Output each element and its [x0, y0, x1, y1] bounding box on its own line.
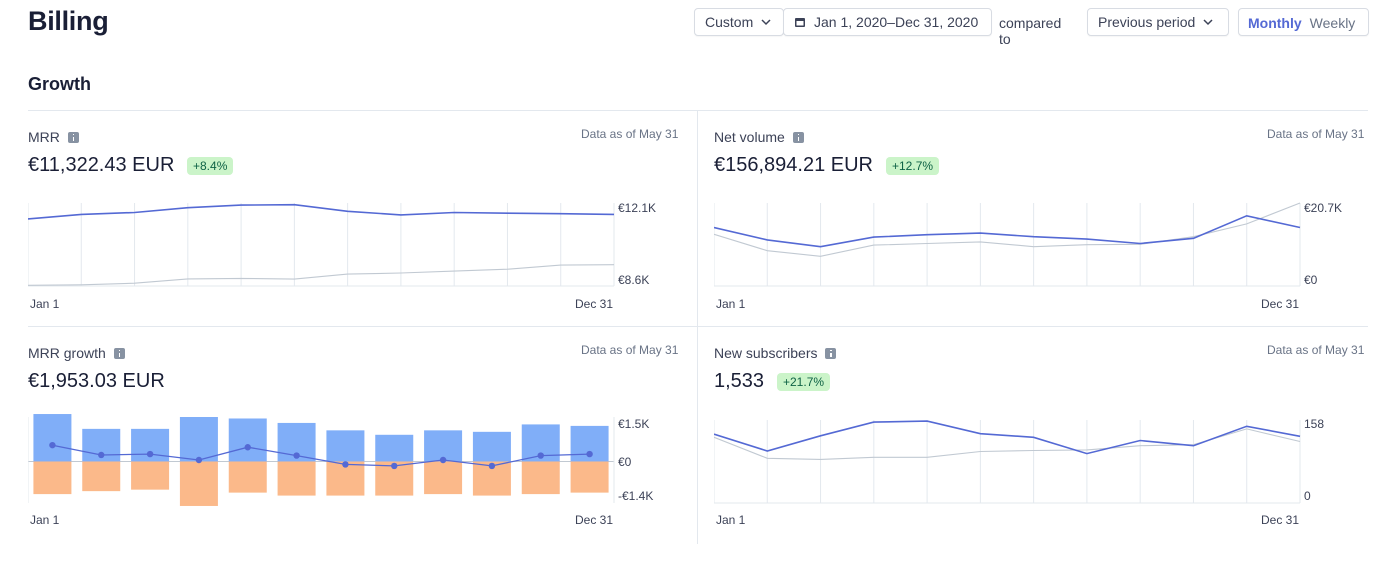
mrr-growth-as-of: Data as of May 31	[581, 343, 679, 357]
net-volume-change-badge: +12.7%	[886, 157, 940, 175]
new-subscribers-title-label: New subscribers	[714, 345, 818, 361]
mrr-growth-positive-bar	[33, 414, 72, 462]
mrr-x-start: Jan 1	[30, 297, 60, 311]
mrr-growth-y-top: €1.5K	[618, 417, 650, 431]
mrr-title: MRR	[28, 129, 79, 145]
mrr-growth-y-bottom: -€1.4K	[618, 489, 654, 503]
net-volume-title: Net volume	[714, 129, 804, 145]
mrr-growth-net-point	[439, 456, 447, 464]
interval-toggle: Monthly Weekly	[1238, 8, 1369, 36]
mrr-growth-value: €1,953.03 EUR	[28, 370, 165, 392]
mrr-growth-negative-bar	[131, 461, 170, 490]
compare-select[interactable]: Previous period	[1087, 8, 1229, 36]
new-subscribers-y-bottom: 0	[1304, 489, 1311, 503]
mrr-growth-negative-bar	[277, 461, 316, 496]
new-subscribers-chart	[714, 420, 1301, 504]
mrr-growth-net-point	[146, 450, 154, 458]
net-volume-x-start: Jan 1	[716, 297, 746, 311]
mrr-growth-net-point	[49, 441, 56, 449]
mrr-growth-positive-bar	[472, 431, 511, 462]
mrr-change-badge: +8.4%	[187, 157, 234, 175]
mrr-previous-line	[28, 264, 615, 286]
mrr-growth-negative-bar	[228, 461, 267, 493]
info-icon[interactable]	[792, 131, 804, 143]
mrr-growth-positive-bar	[179, 417, 218, 462]
net-volume-x-end: Dec 31	[1261, 297, 1300, 311]
mrr-growth-title: MRR growth	[28, 345, 125, 361]
mrr-growth-net-point	[391, 462, 398, 470]
compared-to-label: compared to	[999, 15, 1062, 47]
section-title: Growth	[28, 74, 91, 94]
mrr-growth-y-mid: €0	[618, 455, 632, 469]
mrr-growth-negative-bar	[424, 461, 463, 495]
mrr-growth-positive-bar	[228, 418, 267, 462]
interval-weekly[interactable]: Weekly	[1309, 15, 1356, 31]
chevron-down-icon	[761, 19, 771, 26]
mrr-title-label: MRR	[28, 129, 60, 145]
new-subscribers-change-badge: +21.7%	[777, 373, 831, 391]
mrr-growth-negative-bar	[33, 461, 72, 495]
mrr-growth-positive-bar	[424, 430, 463, 462]
mrr-growth-net-line	[52, 444, 590, 467]
mrr-growth-positive-bar	[326, 430, 365, 462]
net-volume-y-bottom: €0	[1304, 273, 1318, 287]
mrr-growth-net-point	[586, 450, 593, 458]
info-icon[interactable]	[825, 347, 837, 359]
mrr-growth-net-point	[195, 456, 203, 464]
new-subscribers-current-line	[714, 420, 1301, 455]
mrr-current-line	[28, 203, 615, 220]
mrr-growth-positive-bar	[375, 434, 414, 462]
mrr-growth-net-point	[293, 452, 300, 459]
net-volume-current-line	[714, 214, 1301, 248]
range-select-label: Custom	[705, 14, 754, 30]
mrr-growth-net-point	[342, 461, 349, 468]
interval-monthly[interactable]: Monthly	[1248, 15, 1302, 31]
net-volume-as-of: Data as of May 31	[1267, 127, 1365, 141]
new-subscribers-x-end: Dec 31	[1261, 513, 1300, 527]
page-title: Billing	[28, 6, 109, 36]
mrr-growth-x-start: Jan 1	[30, 513, 60, 527]
divider	[28, 326, 1368, 327]
mrr-growth-negative-bar	[82, 461, 121, 492]
chevron-down-icon	[1203, 19, 1213, 26]
new-subscribers-previous-line	[714, 428, 1301, 460]
mrr-y-top: €12.1K	[618, 201, 657, 215]
net-volume-y-top: €20.7K	[1304, 201, 1343, 215]
mrr-growth-x-end: Dec 31	[575, 513, 614, 527]
mrr-y-bottom: €8.6K	[618, 273, 650, 287]
info-icon[interactable]	[113, 347, 125, 359]
new-subscribers-title: New subscribers	[714, 345, 837, 361]
mrr-value: €11,322.43 EUR	[28, 154, 175, 176]
mrr-growth-chart	[28, 414, 615, 506]
mrr-growth-negative-bar	[179, 461, 218, 506]
range-select[interactable]: Custom	[694, 8, 784, 36]
net-volume-title-label: Net volume	[714, 129, 785, 145]
mrr-growth-net-point	[537, 452, 544, 459]
mrr-growth-net-point	[98, 451, 105, 459]
mrr-x-end: Dec 31	[575, 297, 614, 311]
divider	[28, 110, 1368, 111]
mrr-growth-negative-bar	[521, 461, 560, 495]
new-subscribers-value: 1,533	[714, 370, 765, 392]
mrr-growth-net-point	[244, 444, 251, 451]
new-subscribers-as-of: Data as of May 31	[1267, 343, 1365, 357]
new-subscribers-x-start: Jan 1	[716, 513, 746, 527]
mrr-growth-net-point	[488, 462, 496, 470]
info-icon[interactable]	[67, 131, 79, 143]
calendar-icon	[795, 18, 805, 27]
date-range-label: Jan 1, 2020–Dec 31, 2020	[814, 14, 979, 30]
net-volume-chart	[714, 202, 1301, 287]
new-subscribers-y-top: 158	[1304, 417, 1325, 431]
date-range-button[interactable]: Jan 1, 2020–Dec 31, 2020	[783, 8, 992, 36]
mrr-as-of: Data as of May 31	[581, 127, 679, 141]
mrr-growth-title-label: MRR growth	[28, 345, 106, 361]
compare-select-label: Previous period	[1098, 14, 1196, 30]
net-volume-value: €156,894.21 EUR	[714, 154, 874, 176]
mrr-growth-negative-bar	[570, 461, 609, 493]
divider	[697, 110, 698, 544]
mrr-chart	[28, 203, 615, 287]
